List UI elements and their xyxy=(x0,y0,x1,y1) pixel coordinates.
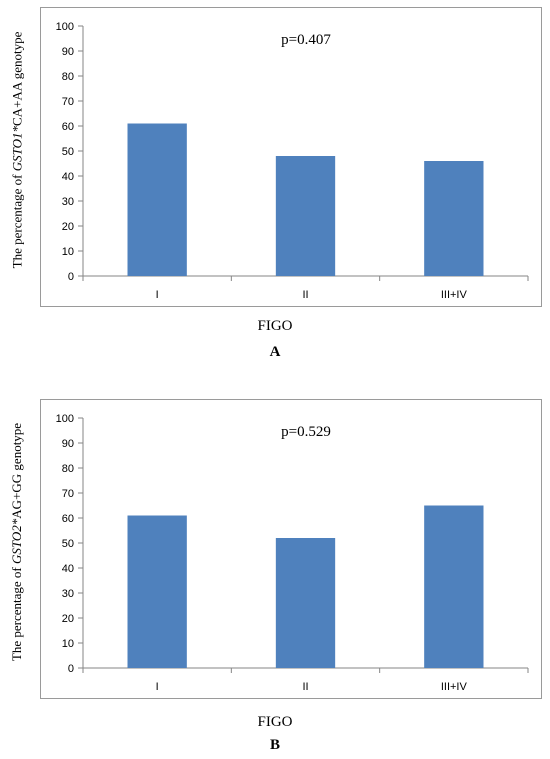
chart-a-panel-label: A xyxy=(269,344,281,360)
chart-a-bar-3 xyxy=(424,161,484,276)
chart-a-x-tick-label: III+IV xyxy=(441,289,468,301)
chart-a-y-tick-label: 100 xyxy=(56,21,74,33)
chart-b-y-tick-label: 100 xyxy=(56,413,74,425)
chart-b-panel-label: B xyxy=(269,737,280,753)
chart-a-p-value: p=0.407 xyxy=(281,32,331,48)
chart-b-p-value: p=0.529 xyxy=(281,424,331,440)
chart-b-y-tick-label: 70 xyxy=(62,488,74,500)
chart-b-y-tick-label: 50 xyxy=(62,538,74,550)
chart-b-y-tick-label: 0 xyxy=(68,663,74,675)
chart-a-x-tick-label: II xyxy=(302,289,308,301)
chart-a-y-tick-label: 50 xyxy=(62,146,74,158)
chart-a-y-tick-label: 40 xyxy=(62,171,74,183)
chart-b-y-tick-label: 80 xyxy=(62,463,74,475)
chart-a-y-tick-label: 0 xyxy=(68,271,74,283)
chart-b-y-tick-label: 30 xyxy=(62,588,74,600)
chart-b-bar-1 xyxy=(127,515,187,668)
chart-a-y-tick-label: 10 xyxy=(62,246,74,258)
chart-a-x-axis-title: FIGO xyxy=(257,318,293,334)
chart-a-y-tick-label: 20 xyxy=(62,221,74,233)
chart-b-x-tick-label: II xyxy=(302,681,308,693)
chart-a-y-tick-label: 90 xyxy=(62,46,74,58)
chart-a-bar-2 xyxy=(275,156,336,276)
chart-b-x-tick-label: I xyxy=(156,681,159,693)
chart-b-y-tick-label: 20 xyxy=(62,613,74,625)
chart-b-x-tick-label: III+IV xyxy=(441,681,468,693)
chart-b-bar-3 xyxy=(424,505,484,668)
chart-b-y-tick-label: 10 xyxy=(62,638,74,650)
chart-a-y-tick-label: 80 xyxy=(62,71,74,83)
chart-a-frame: 0 10 20 30 40 50 60 70 80 90 100 I II III+IV p=0.407 xyxy=(40,7,542,307)
chart-b-y-tick-label: 40 xyxy=(62,563,74,575)
chart-a-y-tick-label: 60 xyxy=(62,121,74,133)
chart-a-y-tick-label: 70 xyxy=(62,96,74,108)
chart-b-x-axis-title: FIGO xyxy=(257,714,293,730)
chart-a-bar-1 xyxy=(127,123,187,276)
chart-a-y-axis-title: The percentage of GSTO1*CA+AA genotype xyxy=(9,31,25,269)
chart-b-bar-2 xyxy=(275,538,336,668)
chart-b-y-axis-title: The percentage of GSTO2*AG+GG genotype xyxy=(9,422,25,662)
chart-b-y-tick-label: 60 xyxy=(62,513,74,525)
chart-a-y-tick-label: 30 xyxy=(62,196,74,208)
chart-a-x-tick-label: I xyxy=(156,289,159,301)
chart-b-frame: 0 10 20 30 40 50 60 70 80 90 100 I II III+IV p=0.529 xyxy=(40,399,542,699)
chart-b-y-tick-label: 90 xyxy=(62,438,74,450)
